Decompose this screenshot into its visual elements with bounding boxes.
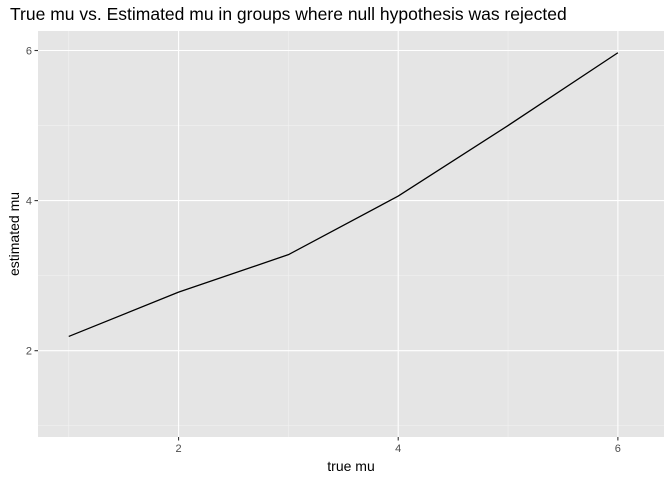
major-gridlines [38, 31, 664, 437]
y-axis-title: estimated mu [6, 192, 22, 276]
x-tick-label: 6 [615, 443, 621, 455]
x-tick-label: 4 [395, 443, 401, 455]
x-tick-label: 2 [176, 443, 182, 455]
minor-gridlines [38, 31, 664, 437]
axes-layer: 2 4 6 2 4 6 [26, 46, 621, 455]
series-layer [68, 52, 619, 338]
y-tick-label: 4 [26, 196, 32, 208]
y-tick-label: 6 [26, 46, 32, 58]
x-axis-title: true mu [327, 458, 374, 474]
y-tick-label: 2 [26, 346, 32, 358]
series-line [68, 52, 619, 338]
chart-title: True mu vs. Estimated mu in groups where… [10, 4, 567, 24]
plot-panel [38, 31, 664, 437]
